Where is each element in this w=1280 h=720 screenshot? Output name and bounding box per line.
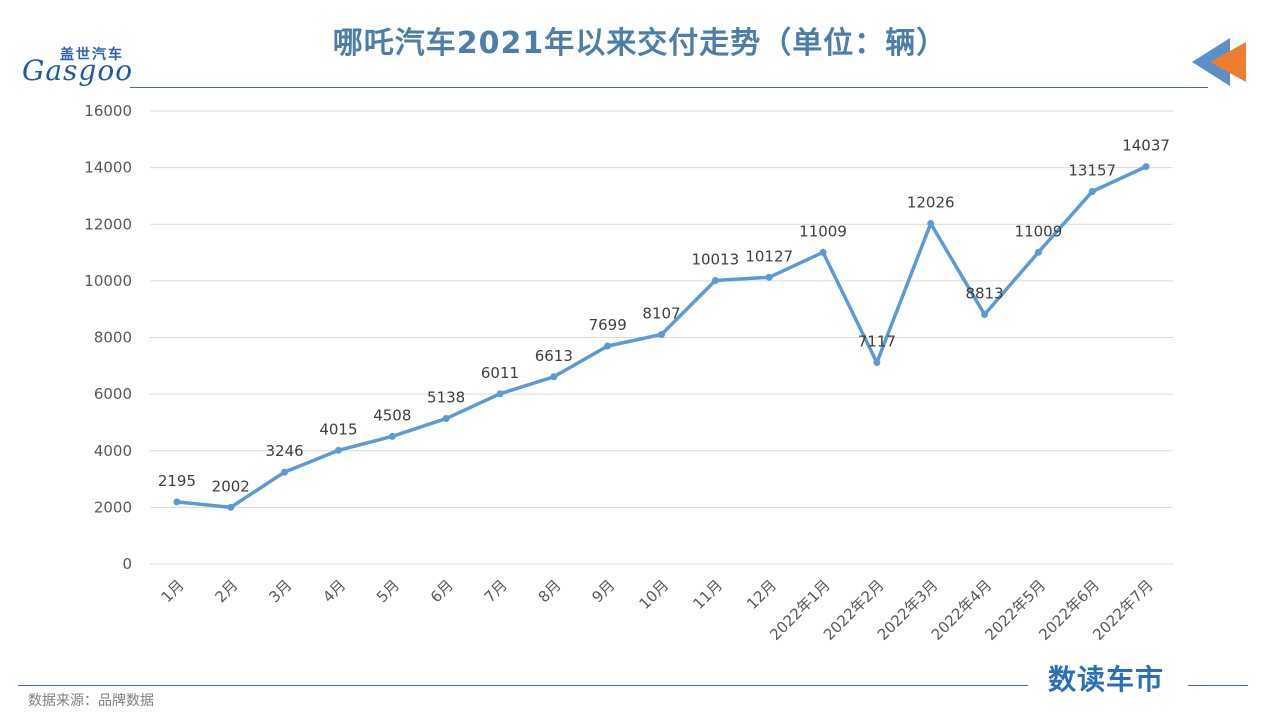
data-point (388, 432, 396, 440)
y-tick-label: 12000 (84, 215, 132, 233)
data-label: 10013 (691, 251, 739, 269)
brand-logo: 数读车市 (1048, 663, 1165, 696)
data-point (281, 468, 289, 476)
x-tick-label: 1月 (158, 576, 188, 606)
x-tick-label: 2月 (212, 576, 242, 606)
data-label: 4015 (319, 420, 357, 438)
data-point (604, 342, 612, 350)
y-tick-label: 4000 (94, 442, 132, 460)
logo-cn-text: 盖世汽车 (60, 47, 124, 63)
data-point (173, 498, 181, 506)
y-tick-label: 2000 (94, 498, 132, 516)
data-point (873, 358, 881, 366)
y-tick-label: 8000 (94, 329, 132, 347)
arrow-icon (1192, 38, 1246, 86)
y-tick-label: 0 (122, 555, 132, 573)
data-point (550, 373, 558, 381)
data-point (227, 503, 235, 511)
footer-divider-left (18, 685, 1028, 686)
data-label: 7699 (589, 316, 627, 334)
chart-title: 哪吒汽车2021年以来交付走势（单位：辆） (332, 26, 948, 61)
data-label: 2002 (212, 477, 250, 495)
x-tick-label: 6月 (427, 576, 457, 606)
data-label: 8107 (642, 304, 680, 322)
data-label: 5138 (427, 389, 465, 407)
data-label: 8813 (965, 284, 1003, 302)
data-label: 6011 (481, 364, 519, 382)
data-label: 2195 (158, 472, 196, 490)
data-point (334, 446, 342, 454)
data-point (765, 273, 773, 281)
x-tick-label: 4月 (319, 576, 349, 606)
data-label: 11009 (1015, 222, 1063, 240)
x-tick-label: 11月 (689, 576, 726, 613)
data-label: 11009 (799, 222, 847, 240)
data-label: 12026 (907, 194, 955, 212)
y-tick-label: 6000 (94, 385, 132, 403)
data-point (442, 415, 450, 423)
data-label: 13157 (1068, 161, 1116, 179)
data-point (981, 310, 989, 318)
x-tick-label: 12月 (743, 576, 780, 613)
title-divider (130, 87, 1208, 88)
data-label: 7117 (858, 332, 896, 350)
y-tick-label: 16000 (84, 102, 132, 120)
data-point (819, 248, 827, 256)
data-point (496, 390, 504, 398)
y-tick-label: 10000 (84, 272, 132, 290)
data-point (711, 277, 719, 285)
logo-en-text: Gasgoo (22, 54, 134, 87)
data-label: 10127 (745, 247, 793, 265)
gasgoo-logo: 盖世汽车 Gasgoo (22, 44, 132, 90)
data-label: 6613 (535, 347, 573, 365)
x-tick-label: 9月 (588, 576, 618, 606)
data-label: 4508 (373, 406, 411, 424)
data-source: 数据来源：品牌数据 (28, 693, 154, 709)
data-label: 14037 (1122, 137, 1170, 155)
x-tick-label: 10月 (635, 576, 672, 613)
data-point (1034, 248, 1042, 256)
data-label: 3246 (266, 442, 304, 460)
x-tick-label: 7月 (481, 576, 511, 606)
data-point (1142, 163, 1150, 171)
data-point (1088, 187, 1096, 195)
x-tick-label: 5月 (373, 576, 403, 606)
data-point (927, 220, 935, 228)
x-tick-label: 8月 (535, 576, 565, 606)
x-tick-label: 3月 (265, 576, 295, 606)
footer-divider-right (1188, 685, 1248, 686)
y-tick-label: 14000 (84, 159, 132, 177)
data-point (658, 330, 665, 338)
